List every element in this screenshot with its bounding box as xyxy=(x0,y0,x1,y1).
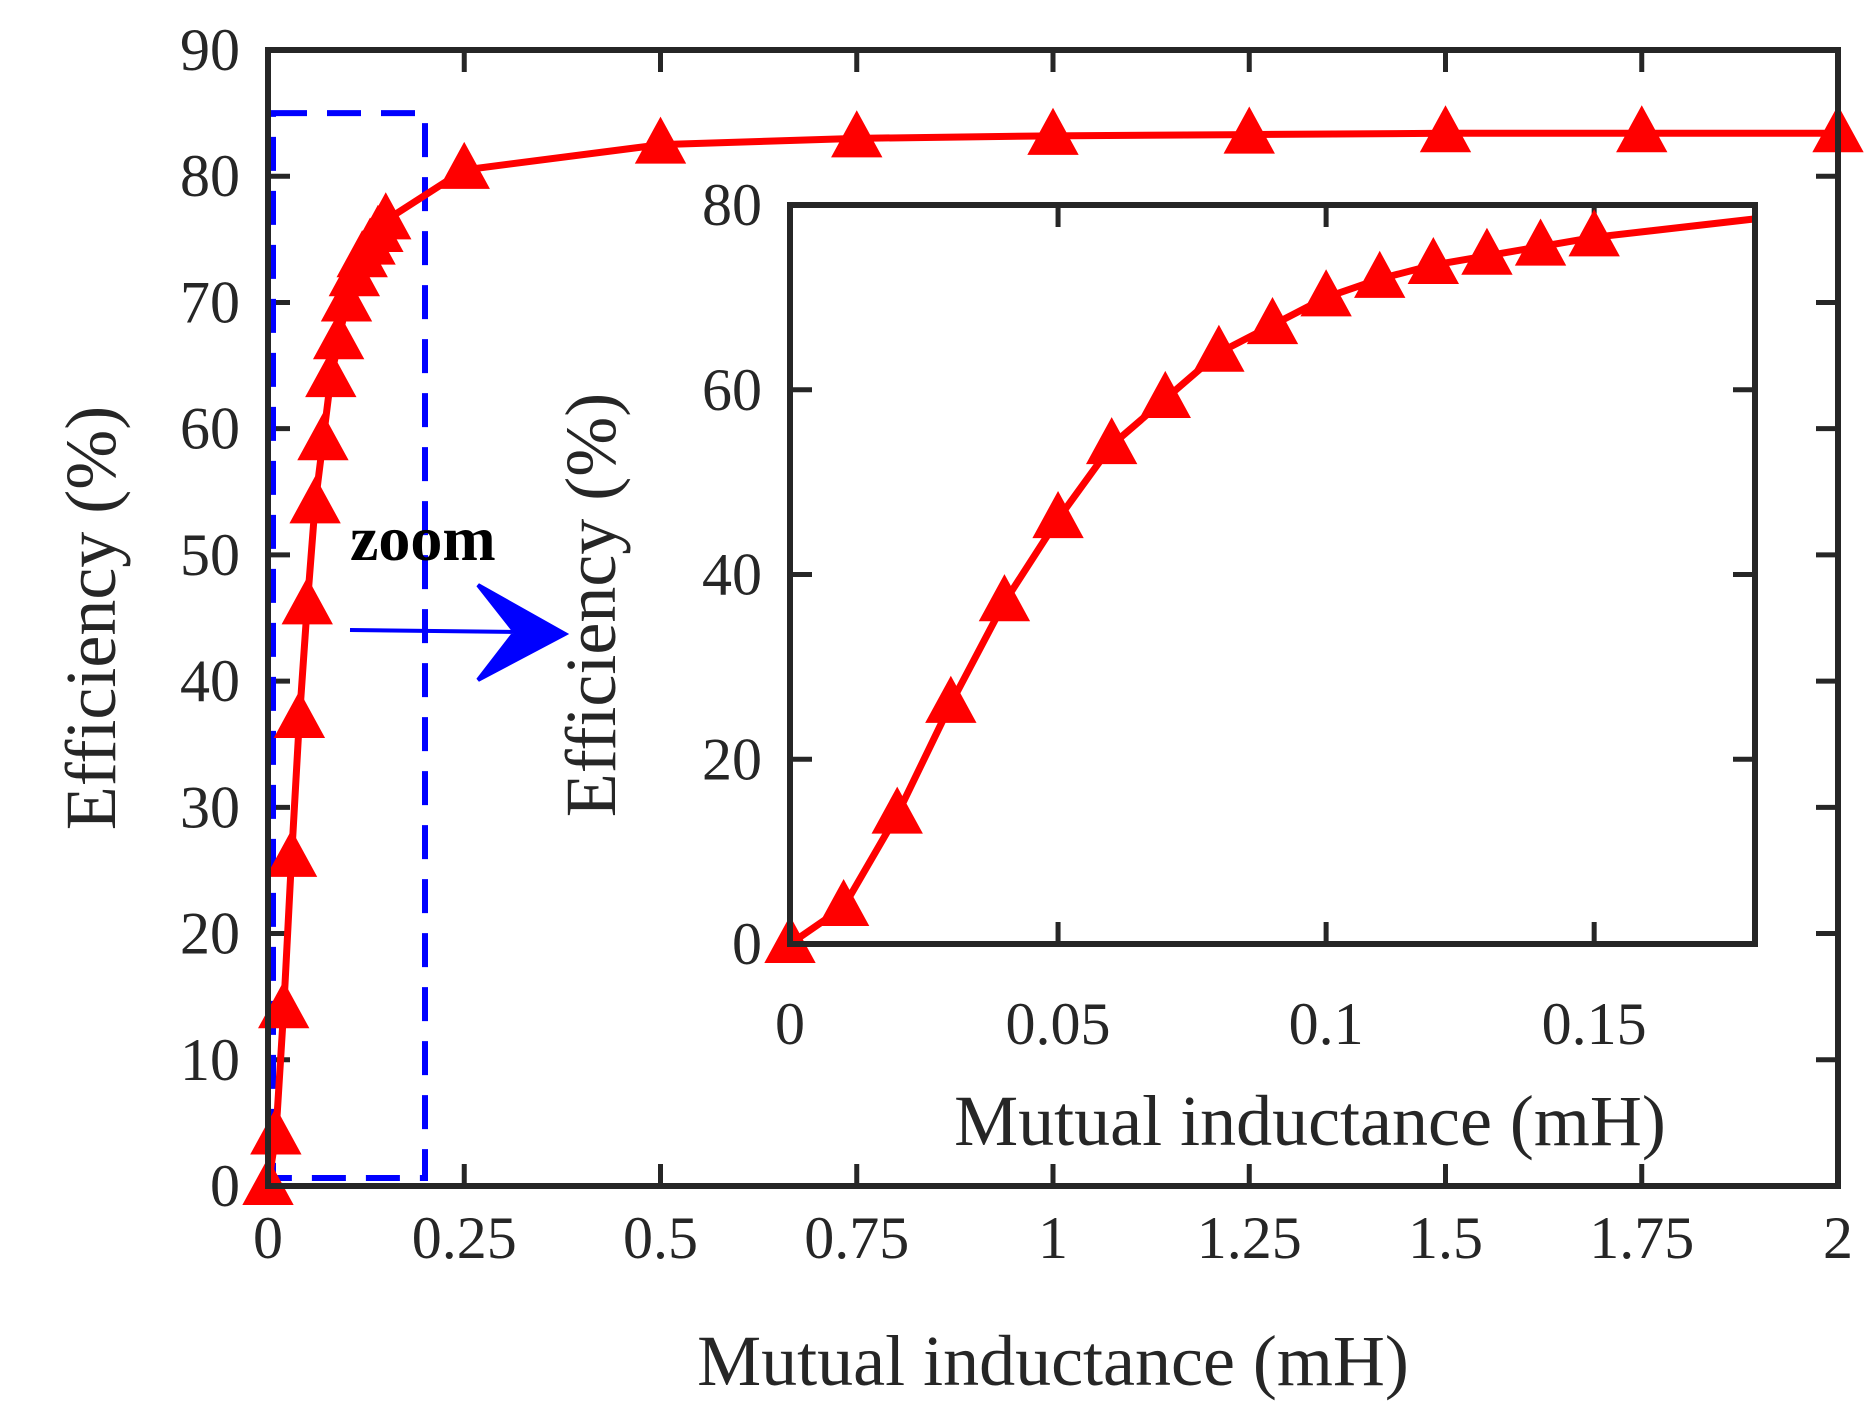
data-point-marker xyxy=(871,786,923,834)
zoom-annotation: zoom xyxy=(349,503,570,682)
data-point-marker xyxy=(1223,106,1275,154)
data-point-marker xyxy=(1407,236,1460,285)
data-point-marker xyxy=(1139,370,1191,418)
x-tick-label: 1.5 xyxy=(1408,1205,1483,1271)
data-point-marker xyxy=(273,690,326,738)
inset-plot-frame xyxy=(787,202,1758,947)
y-tick-label: 0 xyxy=(210,1153,240,1219)
y-tick-label: 40 xyxy=(180,648,240,714)
main-plot-frame xyxy=(265,47,1841,1189)
data-point-marker xyxy=(634,116,687,164)
main-y-tick-labels: 0 10 20 30 40 50 60 70 80 90 xyxy=(180,17,240,1219)
zoom-label: zoom xyxy=(350,503,496,574)
x-tick-label: 0 xyxy=(253,1205,283,1271)
y-tick-label: 10 xyxy=(180,1027,240,1093)
data-point-marker xyxy=(360,192,412,240)
data-point-marker xyxy=(1032,490,1084,539)
inset-axes: 0 0.05 0.1 0.15 0 20 40 60 80 Mutual inductance… xyxy=(551,172,1758,1161)
data-point-marker xyxy=(1568,209,1620,257)
x-tick-label: 2 xyxy=(1823,1205,1853,1271)
x-tick-label: 0.75 xyxy=(804,1205,909,1271)
y-tick-label: 80 xyxy=(180,143,240,209)
x-tick-label: 0.05 xyxy=(1006,991,1111,1057)
main-x-axis-label: Mutual inductance (mH) xyxy=(697,1321,1409,1401)
y-tick-label: 60 xyxy=(702,357,762,423)
zoom-region-box xyxy=(270,110,428,1182)
y-tick-label: 30 xyxy=(180,774,240,840)
x-tick-label: 0.15 xyxy=(1542,991,1647,1057)
main-markers xyxy=(242,105,1864,1205)
main-x-tick-labels: 0 0.25 0.5 0.75 1 1.25 1.5 1.75 2 xyxy=(253,1205,1853,1271)
data-point-marker xyxy=(1193,324,1245,372)
y-tick-label: 0 xyxy=(732,911,762,977)
data-point-marker xyxy=(831,110,883,158)
data-point-marker xyxy=(1246,296,1299,345)
data-point-marker xyxy=(1461,227,1513,275)
zoom-region xyxy=(270,110,428,1182)
x-tick-label: 1.25 xyxy=(1197,1205,1302,1271)
data-point-marker xyxy=(258,981,310,1029)
y-tick-label: 20 xyxy=(702,726,762,792)
inset-y-axis-label: Efficiency (%) xyxy=(551,393,631,817)
main-axes: 0 0.25 0.5 0.75 1 1.25 1.5 1.75 2 0 10 20 30 40 50 60 7… xyxy=(51,17,1864,1401)
x-tick-label: 0.25 xyxy=(412,1205,517,1271)
y-tick-label: 20 xyxy=(180,901,240,967)
data-point-marker xyxy=(1027,107,1079,155)
data-point-marker xyxy=(1616,105,1668,153)
y-tick-label: 40 xyxy=(702,542,762,608)
x-tick-label: 1 xyxy=(1038,1205,1068,1271)
x-tick-label: 0 xyxy=(775,991,805,1057)
data-point-marker xyxy=(925,675,977,723)
data-point-marker xyxy=(320,274,373,322)
data-point-marker xyxy=(1419,105,1472,153)
inset-y-tick-labels: 0 20 40 60 80 xyxy=(702,172,762,977)
x-tick-label: 1.75 xyxy=(1589,1205,1694,1271)
y-tick-label: 50 xyxy=(180,522,240,588)
data-point-marker xyxy=(1354,250,1406,298)
data-point-marker xyxy=(297,413,349,461)
data-point-marker xyxy=(265,829,318,877)
x-tick-label: 0.1 xyxy=(1289,991,1364,1057)
y-tick-label: 80 xyxy=(702,172,762,238)
data-point-marker xyxy=(978,574,1031,622)
x-tick-label: 0.5 xyxy=(623,1205,698,1271)
data-point-marker xyxy=(1085,417,1138,465)
y-tick-label: 60 xyxy=(180,396,240,462)
zoom-arrow xyxy=(349,583,570,682)
y-tick-label: 70 xyxy=(180,269,240,335)
data-point-marker xyxy=(250,1107,302,1155)
inset-x-axis-label: Mutual inductance (mH) xyxy=(954,1081,1666,1161)
data-point-marker xyxy=(289,476,341,524)
data-point-marker xyxy=(312,312,365,360)
data-point-marker xyxy=(281,577,333,625)
main-y-axis-label: Efficiency (%) xyxy=(51,406,131,830)
inset-markers xyxy=(764,209,1620,963)
data-point-marker xyxy=(1514,218,1567,266)
data-point-marker xyxy=(817,878,870,927)
inset-x-tick-labels: 0 0.05 0.1 0.15 xyxy=(775,991,1647,1057)
data-point-marker xyxy=(305,350,357,398)
data-point-marker xyxy=(1300,269,1352,317)
data-point-marker xyxy=(438,141,490,189)
y-tick-label: 90 xyxy=(180,17,240,83)
